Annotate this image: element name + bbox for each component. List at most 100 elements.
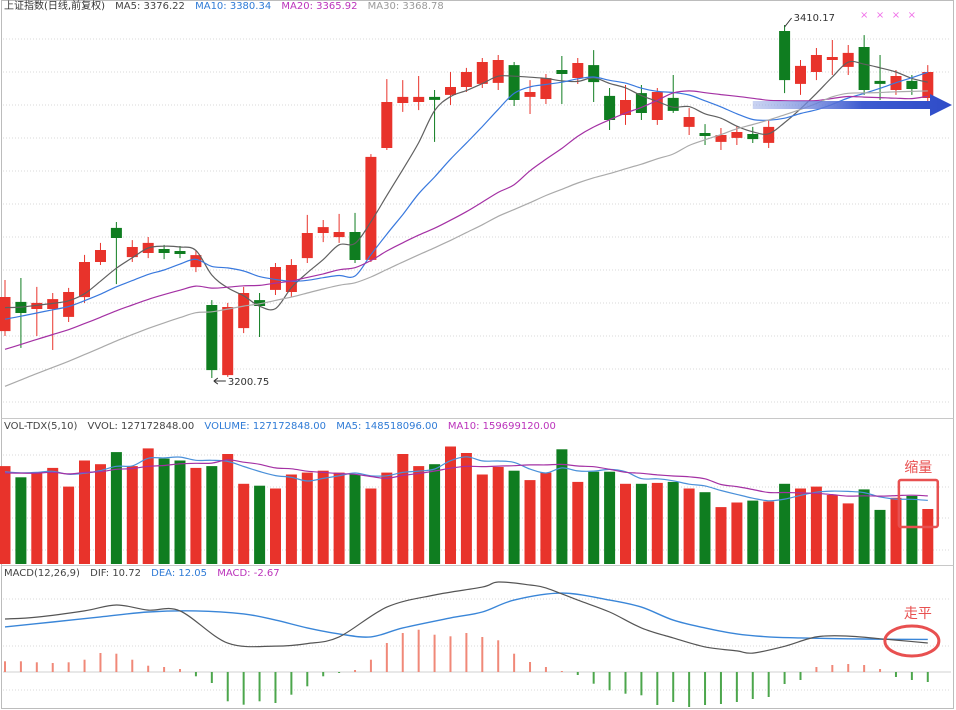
volume-bar <box>556 449 568 564</box>
volume-bar <box>142 448 154 564</box>
volume-bar <box>238 483 250 564</box>
volume-bar <box>254 485 266 564</box>
volume-bar <box>126 466 138 564</box>
candle-body <box>254 300 266 306</box>
candle-body <box>349 232 361 260</box>
pink-marker-icon: × <box>892 10 900 21</box>
candle-body <box>460 72 472 87</box>
candles-layer <box>0 25 934 378</box>
volume-bar <box>683 488 695 564</box>
ma5-readout: MA5: 3376.22 <box>115 1 185 12</box>
dif-line <box>4 581 928 654</box>
volume-bar <box>524 480 536 564</box>
candle-body <box>492 60 504 83</box>
volume-bar <box>747 500 759 564</box>
candle-body <box>731 132 743 138</box>
volume-bar <box>588 471 600 564</box>
volume-bar <box>158 458 170 564</box>
volume-bar <box>874 509 886 564</box>
ma10-readout: MA10: 3380.34 <box>195 1 272 12</box>
volume-ma10-line <box>4 459 928 497</box>
volume-bar <box>317 470 329 564</box>
ma20-readout: MA20: 3365.92 <box>281 1 358 12</box>
candle-body <box>524 92 536 97</box>
volume-bar <box>492 467 504 564</box>
volume-bar <box>763 501 775 564</box>
shrink-volume-label: 缩量 <box>904 460 932 476</box>
pink-marker-icon: × <box>860 10 868 21</box>
candle-body <box>556 70 568 74</box>
volume-bar <box>779 483 791 564</box>
candle-body <box>365 156 377 260</box>
candle-body <box>206 305 218 371</box>
volume-bar <box>413 466 425 564</box>
candle-body <box>906 80 918 89</box>
candle-body <box>795 65 806 84</box>
volume-bar <box>15 477 27 564</box>
candle-body <box>922 72 934 98</box>
candle-body <box>79 262 90 298</box>
high-pointer-arrow <box>784 17 792 28</box>
candle-body <box>413 96 425 102</box>
volume-bar <box>429 464 441 564</box>
candle-body <box>508 65 520 100</box>
volume-bar <box>365 488 377 564</box>
candle-body <box>190 255 202 268</box>
vol-ma5-readout: MA5: 148518096.00 <box>336 421 438 432</box>
candle-body <box>381 102 393 148</box>
candle-body <box>31 302 43 309</box>
dea-readout: DEA: 12.05 <box>151 568 207 579</box>
volume-bar <box>922 509 934 564</box>
candle-body <box>826 57 838 60</box>
candle-body <box>445 87 456 95</box>
candle-body <box>604 95 616 120</box>
volume-bar <box>890 497 902 564</box>
volume-bar <box>79 460 90 564</box>
flatten-label: 走平 <box>904 606 932 622</box>
price-ma30-line <box>4 90 928 387</box>
flatten-ellipse <box>883 624 941 658</box>
candle-body <box>126 247 138 258</box>
volume-bar <box>381 472 393 564</box>
candle-body <box>0 297 11 332</box>
candle-body <box>651 92 663 120</box>
volume-bar <box>206 466 218 564</box>
candle-body <box>588 65 600 83</box>
volume-bar <box>349 474 361 564</box>
candle-body <box>699 133 711 136</box>
volume-bar <box>620 483 631 564</box>
candle-body <box>110 227 122 238</box>
candle-body <box>238 293 250 329</box>
volume-bar <box>858 489 870 564</box>
shrink-volume-box <box>897 478 940 529</box>
volume-bar <box>333 472 345 564</box>
candle-body <box>301 233 313 259</box>
macd-indicator-name: MACD(12,26,9) <box>4 568 80 579</box>
price-ma-lines <box>4 60 928 387</box>
trend-arrow <box>752 94 952 117</box>
macd-panel-header: MACD(12,26,9) DIF: 10.72 DEA: 12.05 MACD… <box>4 568 287 579</box>
volume-bar <box>445 446 456 564</box>
dif-readout: DIF: 10.72 <box>90 568 141 579</box>
vol-ma10-readout: MA10: 159699120.00 <box>447 421 556 432</box>
volume-bar <box>31 473 43 564</box>
candle-body <box>620 100 631 115</box>
price-ma10-line <box>4 71 928 320</box>
candle-body <box>317 227 329 233</box>
volume-bar <box>47 467 59 564</box>
volume-bar <box>715 507 727 564</box>
ma30-readout: MA30: 3368.78 <box>367 1 444 12</box>
price-ma5-line <box>4 60 928 311</box>
volume-bar <box>301 472 313 564</box>
candle-body <box>715 135 727 142</box>
volume-panel-header: VOL-TDX(5,10) VVOL: 127172848.00 VOLUME:… <box>4 421 563 432</box>
candle-body <box>842 52 854 67</box>
volume-bar <box>651 482 663 564</box>
instrument-title: 上证指数(日线,前复权) <box>4 1 105 12</box>
vol-indicator-name: VOL-TDX(5,10) <box>4 421 78 432</box>
volume-bar <box>222 454 234 564</box>
macd-readout: MACD: -2.67 <box>217 568 280 579</box>
